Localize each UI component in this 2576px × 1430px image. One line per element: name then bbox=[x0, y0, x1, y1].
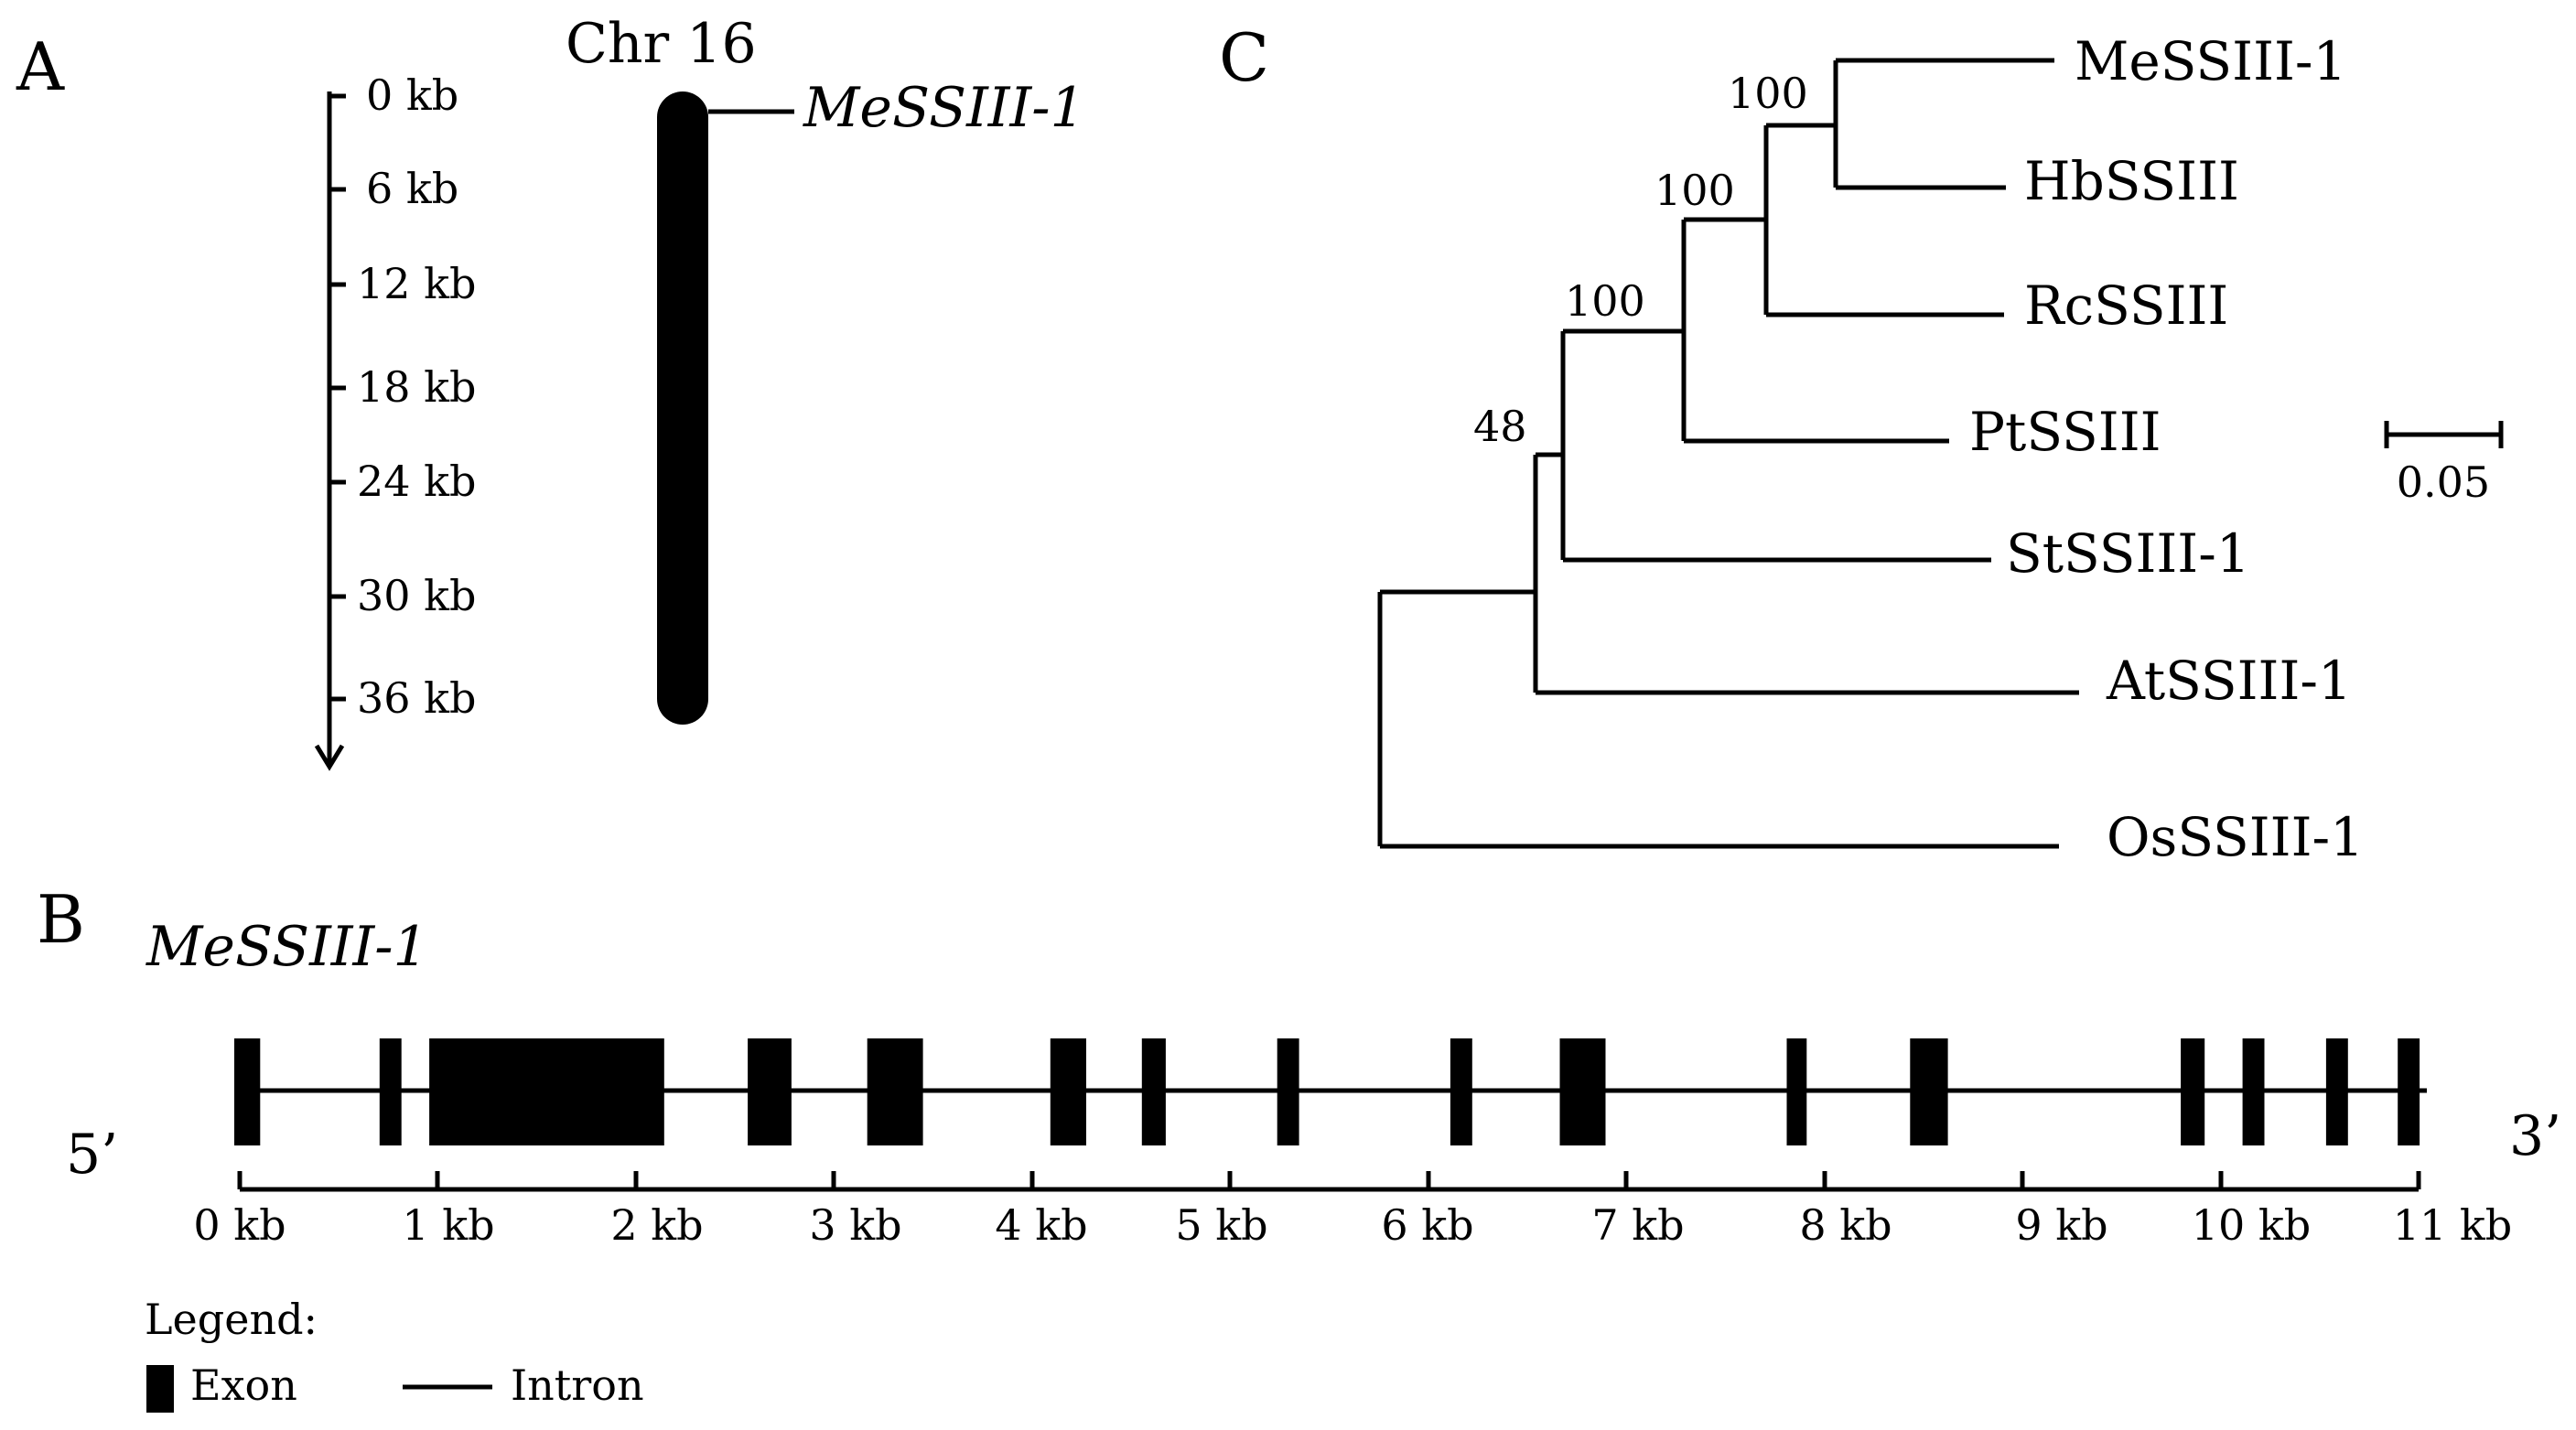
taxon-label: StSSIII-1 bbox=[2006, 522, 2250, 585]
legend: Legend: Exon Intron bbox=[145, 1295, 644, 1413]
kb-scale-label: 4 kb bbox=[995, 1200, 1087, 1250]
exon-block bbox=[2325, 1038, 2348, 1145]
exon-block bbox=[379, 1038, 402, 1145]
tree-scale-bar: 0.05 bbox=[2384, 421, 2504, 507]
exon-block bbox=[2181, 1038, 2205, 1145]
kb-scale-label: 10 kb bbox=[2192, 1200, 2311, 1250]
panel-c: C 100 bbox=[1219, 19, 2504, 868]
exon-block bbox=[1141, 1038, 1166, 1145]
exon-block bbox=[1559, 1038, 1606, 1145]
legend-exon-label: Exon bbox=[190, 1360, 297, 1410]
kb-tick-label: 36 kb bbox=[357, 673, 476, 723]
taxon-label: HbSSIII bbox=[2024, 150, 2239, 212]
kb-scale-ticks: 0 kb 1 kb 2 kb 3 kb 4 kb 5 kb 6 kb 7 kb … bbox=[193, 1171, 2512, 1250]
kb-scale-label: 3 kb bbox=[809, 1200, 901, 1250]
panel-a: A Chr 16 0 kb 6 kb 12 kb 18 kb 24 kb 30 … bbox=[16, 12, 1085, 771]
chromosome-gene-label: MeSSIII-1 bbox=[803, 76, 1085, 140]
kb-tick-label: 12 kb bbox=[357, 259, 476, 308]
phylogenetic-tree: 100 100 100 48 MeSSIII-1 HbSSIII RcSSIII… bbox=[1377, 30, 2364, 868]
panel-c-letter: C bbox=[1219, 19, 1269, 96]
panel-b: B MeSSIII-1 5’ 3’ 0 kb 1 kb 2 kb 3 kb 4 … bbox=[37, 881, 2561, 1413]
taxon-label: MeSSIII-1 bbox=[2075, 30, 2346, 92]
kb-scale-label: 9 kb bbox=[2015, 1200, 2107, 1250]
three-prime-label: 3’ bbox=[2509, 1104, 2561, 1168]
gene-structure-title: MeSSIII-1 bbox=[146, 915, 428, 979]
legend-exon-swatch bbox=[146, 1365, 174, 1413]
panel-b-letter: B bbox=[37, 881, 85, 958]
exon-block bbox=[2242, 1038, 2265, 1145]
legend-intron-label: Intron bbox=[511, 1360, 644, 1410]
kb-scale-label: 5 kb bbox=[1175, 1200, 1267, 1250]
chromosome-label: Chr 16 bbox=[566, 12, 757, 76]
kb-scale-label: 2 kb bbox=[610, 1200, 703, 1250]
exon-block bbox=[867, 1038, 923, 1145]
exon-blocks bbox=[234, 1038, 2420, 1145]
chromosome-bar bbox=[657, 91, 708, 725]
bootstrap-value: 100 bbox=[1654, 166, 1735, 215]
exon-block bbox=[1277, 1038, 1299, 1145]
exon-block bbox=[2398, 1038, 2420, 1145]
kb-tick-label: 0 kb bbox=[366, 70, 458, 120]
exon-block bbox=[234, 1038, 261, 1145]
kb-axis-ticks: 0 kb 6 kb 12 kb 18 kb 24 kb 30 kb 36 kb bbox=[329, 70, 476, 723]
kb-scale-label: 11 kb bbox=[2393, 1200, 2512, 1250]
kb-scale-label: 6 kb bbox=[1381, 1200, 1473, 1250]
scale-bar-label: 0.05 bbox=[2397, 457, 2490, 507]
exon-block bbox=[1050, 1038, 1086, 1145]
kb-scale-label: 7 kb bbox=[1591, 1200, 1684, 1250]
bootstrap-value: 100 bbox=[1728, 69, 1808, 118]
exon-block bbox=[1910, 1038, 1948, 1145]
panel-a-letter: A bbox=[16, 28, 65, 105]
legend-title: Legend: bbox=[145, 1295, 318, 1344]
kb-tick-label: 24 kb bbox=[357, 457, 476, 506]
kb-tick-label: 18 kb bbox=[357, 362, 476, 412]
taxon-label: RcSSIII bbox=[2024, 274, 2228, 337]
bootstrap-value: 100 bbox=[1565, 276, 1645, 326]
exon-block bbox=[1786, 1038, 1807, 1145]
five-prime-label: 5’ bbox=[66, 1123, 118, 1187]
taxon-label: PtSSIII bbox=[1969, 401, 2161, 463]
kb-tick-label: 6 kb bbox=[366, 164, 458, 213]
bootstrap-value: 48 bbox=[1473, 402, 1527, 451]
kb-scale-label: 1 kb bbox=[402, 1200, 494, 1250]
exon-block bbox=[748, 1038, 792, 1145]
taxon-label: AtSSIII-1 bbox=[2106, 650, 2352, 712]
kb-scale-label: 0 kb bbox=[193, 1200, 286, 1250]
taxon-label: OsSSIII-1 bbox=[2107, 806, 2364, 868]
kb-tick-label: 30 kb bbox=[357, 571, 476, 620]
kb-scale-label: 8 kb bbox=[1799, 1200, 1892, 1250]
exon-block bbox=[429, 1038, 664, 1145]
exon-block bbox=[1450, 1038, 1472, 1145]
kb-axis-arrow bbox=[314, 744, 345, 771]
